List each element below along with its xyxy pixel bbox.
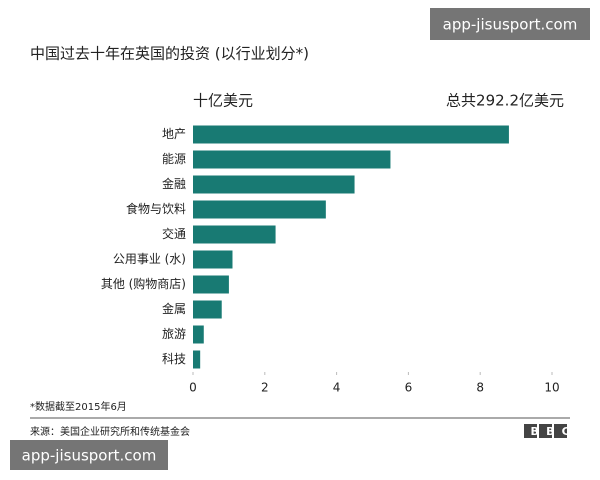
y-tick-label: 公用事业 (水) [113,252,186,266]
unit-label: 十亿美元 [193,92,253,110]
logo-text: BBC [531,425,577,438]
logo-box [554,424,567,438]
y-tick-label: 金属 [162,301,186,316]
y-tick-label: 交通 [162,226,186,241]
bar [193,175,355,194]
bar [193,350,201,369]
bar [193,300,222,319]
y-tick-label: 地产 [162,127,186,141]
bar [193,275,229,294]
bar [193,125,509,144]
footnote: *数据截至2015年6月 [30,400,127,413]
watermark-box [430,8,590,40]
y-tick-label: 金融 [162,176,186,191]
x-tick-label: 10 [544,381,559,395]
watermark: app-jisusport.com [22,447,157,465]
bar [193,250,233,269]
bar [193,225,276,244]
x-tick-label: 6 [405,381,413,395]
total-label: 总共292.2亿美元 [446,92,564,110]
watermark: app-jisusport.com [443,16,578,34]
bar [193,150,391,169]
logo-box [524,424,537,438]
source: 来源：美国企业研究所和传统基金会 [30,425,190,438]
bar [193,325,204,344]
y-tick-label: 其他 (购物商店) [101,276,186,291]
y-tick-label: 能源 [162,152,186,166]
x-tick-label: 4 [333,381,341,395]
x-tick-label: 8 [476,381,484,395]
y-tick-label: 科技 [162,352,186,366]
y-tick-label: 旅游 [162,327,186,341]
watermark-box [10,440,168,470]
y-tick-label: 食物与饮料 [126,201,186,216]
chart-title: 中国过去十年在英国的投资 (以行业划分*) [30,45,309,63]
logo: BBC [524,424,577,438]
x-tick-label: 2 [261,381,269,395]
logo-box [539,424,552,438]
bar [193,200,326,219]
x-tick-label: 0 [189,381,197,395]
